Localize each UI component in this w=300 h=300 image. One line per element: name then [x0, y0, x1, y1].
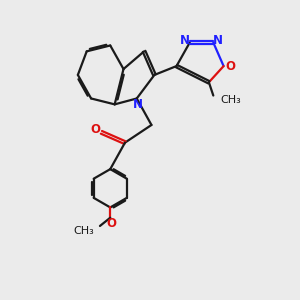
Text: CH₃: CH₃: [220, 95, 241, 105]
Text: O: O: [107, 217, 117, 230]
Text: O: O: [91, 123, 100, 136]
Text: N: N: [133, 98, 143, 111]
Text: N: N: [180, 34, 190, 47]
Text: N: N: [213, 34, 223, 47]
Text: CH₃: CH₃: [73, 226, 94, 236]
Text: O: O: [225, 60, 235, 73]
